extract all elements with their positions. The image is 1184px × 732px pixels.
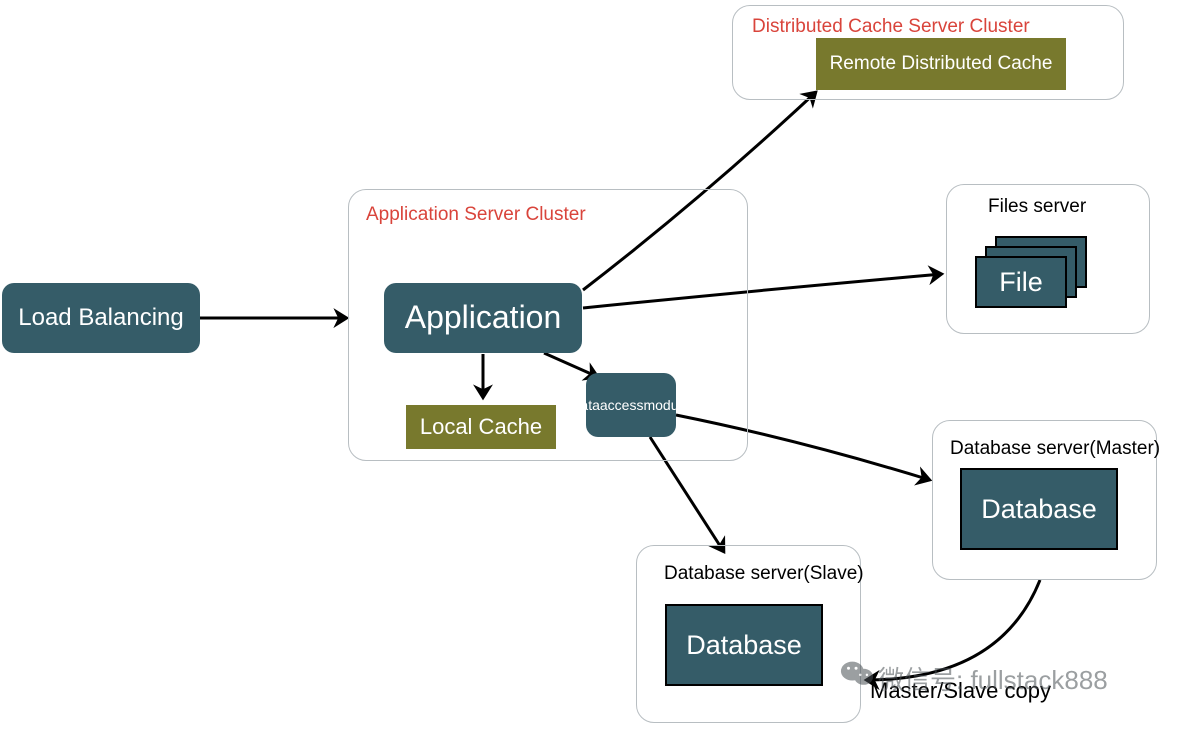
node-file-stack: File [975,236,1087,308]
node-db-slave: Database [665,604,823,686]
wechat-icon [840,656,874,690]
node-load-balancing: Load Balancing [2,283,200,353]
group-app-cluster-title: Application Server Cluster [366,204,586,226]
group-db-master-title: Database server(Master) [950,438,1160,460]
node-file: File [975,256,1067,308]
node-db-master: Database [960,468,1118,550]
node-local-cache: Local Cache [406,405,556,449]
group-db-slave-title: Database server(Slave) [664,563,864,585]
node-data-access-module: dataaccessmodule [586,373,676,437]
group-cache-cluster-title: Distributed Cache Server Cluster [752,16,1030,38]
watermark-text: 微信号: fullstack888 [878,660,1108,697]
group-files-server-title: Files server [988,196,1086,218]
node-remote-cache: Remote Distributed Cache [816,38,1066,90]
node-application: Application [384,283,582,353]
